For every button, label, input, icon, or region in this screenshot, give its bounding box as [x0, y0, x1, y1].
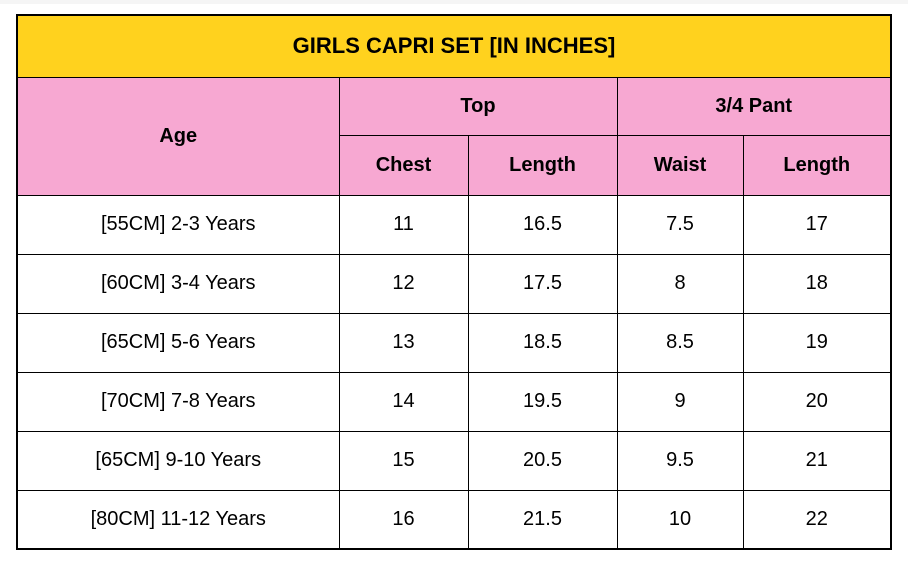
chest-cell: 15 [338, 430, 469, 491]
chest-cell: 14 [338, 371, 469, 432]
top-length-cell: 17.5 [467, 253, 618, 314]
pant-length-cell: 18 [742, 253, 892, 314]
waist-cell: 7.5 [616, 194, 744, 255]
pant-length-cell: 21 [742, 430, 892, 491]
waist-cell: 9 [616, 371, 744, 432]
top-length-cell: 20.5 [467, 430, 618, 491]
top-length-cell: 19.5 [467, 371, 618, 432]
col-header-pant-waist: Waist [616, 134, 744, 196]
top-length-cell: 16.5 [467, 194, 618, 255]
pant-length-cell: 17 [742, 194, 892, 255]
pant-length-cell: 19 [742, 312, 892, 373]
chest-cell: 16 [338, 489, 469, 550]
table-row: [80CM] 11-12 Years 16 21.5 10 22 [16, 489, 892, 550]
age-cell: [65CM] 9-10 Years [16, 430, 340, 491]
waist-cell: 8 [616, 253, 744, 314]
table-row: [55CM] 2-3 Years 11 16.5 7.5 17 [16, 194, 892, 255]
screenshot-root: GIRLS CAPRI SET [IN INCHES] Age Top 3/4 … [0, 0, 908, 550]
waist-cell: 9.5 [616, 430, 744, 491]
chest-cell: 13 [338, 312, 469, 373]
pant-length-cell: 20 [742, 371, 892, 432]
col-header-top-chest: Chest [338, 134, 469, 196]
age-cell: [70CM] 7-8 Years [16, 371, 340, 432]
age-cell: [65CM] 5-6 Years [16, 312, 340, 373]
size-chart-table: GIRLS CAPRI SET [IN INCHES] Age Top 3/4 … [16, 14, 892, 550]
age-cell: [55CM] 2-3 Years [16, 194, 340, 255]
header-group-row: Age Top 3/4 Pant [16, 76, 892, 196]
top-length-cell: 18.5 [467, 312, 618, 373]
header-sub-row: Chest Length Waist Length [17, 134, 892, 196]
chest-cell: 12 [338, 253, 469, 314]
chart-title: GIRLS CAPRI SET [IN INCHES] [16, 14, 892, 78]
pant-length-cell: 22 [742, 489, 892, 550]
top-length-cell: 21.5 [467, 489, 618, 550]
table-row: [70CM] 7-8 Years 14 19.5 9 20 [16, 371, 892, 432]
chest-cell: 11 [338, 194, 469, 255]
table-row: [65CM] 9-10 Years 15 20.5 9.5 21 [16, 430, 892, 491]
col-header-top-length: Length [467, 134, 618, 196]
col-header-pant-length: Length [742, 134, 892, 196]
age-cell: [60CM] 3-4 Years [16, 253, 340, 314]
waist-cell: 8.5 [616, 312, 744, 373]
title-row: GIRLS CAPRI SET [IN INCHES] [16, 14, 892, 78]
age-cell: [80CM] 11-12 Years [16, 489, 340, 550]
col-group-pant: 3/4 Pant [616, 76, 892, 136]
col-header-age: Age [16, 76, 340, 196]
col-group-top: Top [338, 76, 618, 136]
table-row: [60CM] 3-4 Years 12 17.5 8 18 [16, 253, 892, 314]
top-strip [0, 0, 908, 4]
waist-cell: 10 [616, 489, 744, 550]
table-row: [65CM] 5-6 Years 13 18.5 8.5 19 [16, 312, 892, 373]
